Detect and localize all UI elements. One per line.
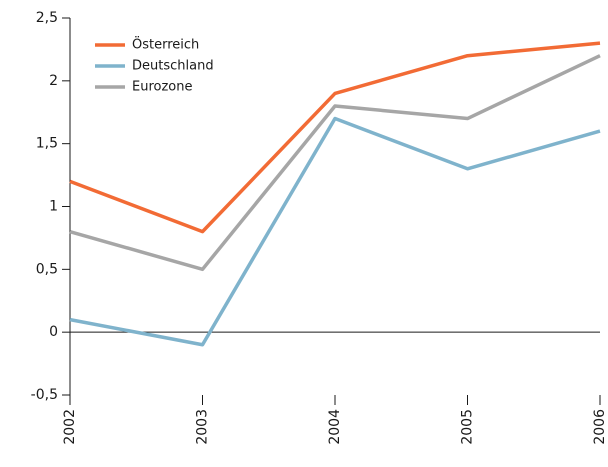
y-tick-label: 2 (49, 73, 58, 89)
y-tick-label: 0 (49, 324, 58, 340)
x-tick-label: 2002 (62, 409, 78, 445)
x-tick-label: 2005 (460, 409, 476, 445)
legend-label: Österreich (132, 36, 199, 53)
x-tick-label: 2003 (195, 409, 211, 445)
series-line (69, 54, 601, 272)
y-tick-label: 0,5 (36, 261, 58, 277)
x-tick-label: 2004 (327, 409, 343, 445)
x-tick-label: 2006 (592, 409, 608, 445)
legend-label: Eurozone (132, 80, 192, 95)
y-tick-label: -0,5 (31, 387, 58, 403)
series-line (69, 41, 601, 234)
y-tick-label: 1 (49, 199, 58, 215)
y-tick-label: 1,5 (36, 136, 58, 152)
series-line (69, 116, 601, 347)
y-tick-label: 2,5 (36, 10, 58, 26)
legend-label: Deutschland (132, 59, 214, 74)
